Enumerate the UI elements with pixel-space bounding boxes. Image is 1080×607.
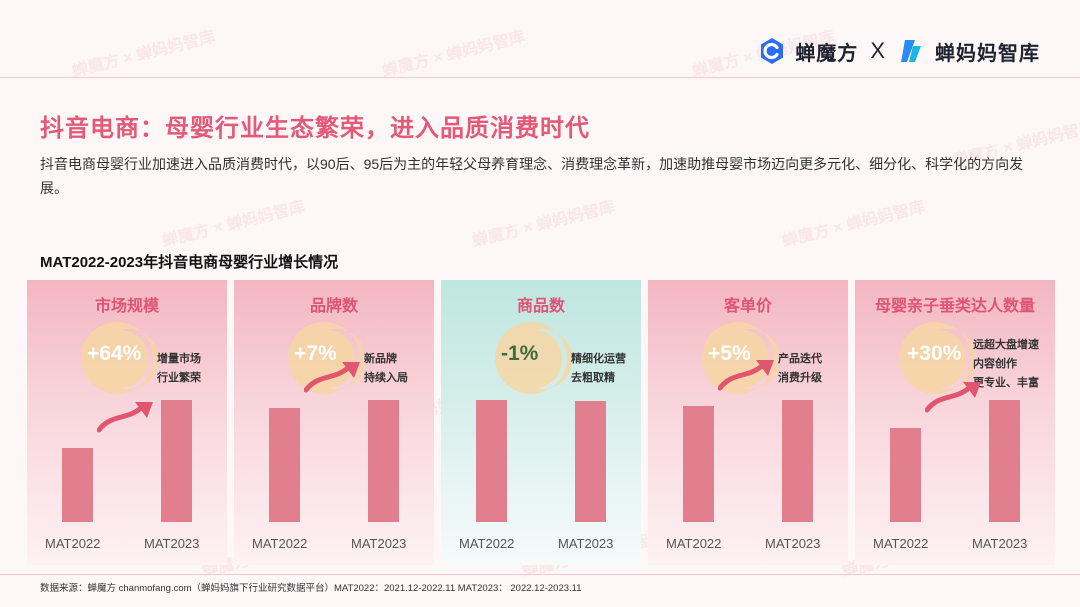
bar-mat2022 <box>476 400 507 522</box>
panel-note-line: 产品迭代 <box>778 353 822 365</box>
bar-mat2023 <box>161 400 192 522</box>
growth-arrow-icon <box>304 362 360 393</box>
x-tick-label: MAT2022 <box>252 536 308 551</box>
growth-arrow-icon <box>718 360 774 391</box>
growth-panel: 商品数 -1% 精细化运营去粗取精 MAT2022 MAT2023 <box>441 280 641 565</box>
panel-title: 商品数 <box>516 298 565 315</box>
growth-panel: 市场规模 +64% 增量市场行业繁荣 MAT2022 MAT2023 <box>27 280 227 565</box>
footer-divider <box>0 574 1080 575</box>
bar-mat2022 <box>890 428 921 522</box>
brand-header: 蝉魔方 X 蝉妈妈智库 <box>757 34 1040 68</box>
section-title: MAT2022-2023年抖音电商母婴行业增长情况 <box>40 254 339 271</box>
x-tick-label: MAT2022 <box>459 536 515 551</box>
page-title: 抖音电商：母婴行业生态繁荣，进入品质消费时代 <box>40 115 590 142</box>
watermark-text: 蝉魔方 × 蝉妈妈智库 <box>70 28 217 81</box>
growth-rate: +7% <box>294 342 337 365</box>
panel-note-line: 去粗取精 <box>571 372 615 384</box>
panel-note: 增量市场 行业繁荣 <box>157 350 201 388</box>
x-tick-label: MAT2023 <box>972 536 1028 551</box>
panel-title: 母婴亲子垂类达人数量 <box>874 298 1035 315</box>
growth-panel: 品牌数 +7% 新品牌持续入局 MAT2022 MAT2023 <box>234 280 434 565</box>
brand-name-left: 蝉魔方 <box>795 42 859 65</box>
crescent-moon-icon <box>81 322 157 394</box>
growth-arrow-icon <box>97 402 153 433</box>
crescent-moon-icon <box>288 322 364 394</box>
bar-mat2023 <box>782 400 813 522</box>
panel-note-line: 更专业、丰富 <box>973 377 1039 389</box>
x-tick-label: MAT2023 <box>144 536 200 551</box>
crescent-moon-icon <box>702 322 778 394</box>
x-tick-label: MAT2023 <box>351 536 407 551</box>
panel-note: 精细化运营 去粗取精 <box>571 350 626 388</box>
panel-note: 产品迭代 消费升级 <box>778 350 822 388</box>
growth-panel: 母婴亲子垂类达人数量 +30% 远超大盘增速 内容创作更专业、丰富 MAT2022 MAT… <box>855 280 1055 565</box>
panel-title: 客单价 <box>723 298 772 315</box>
panel-note-line: 消费升级 <box>778 372 822 384</box>
data-source-note: 数据来源：蝉魔方 chanmofang.com（蝉妈妈旗下行业研究数据平台）MA… <box>40 583 582 594</box>
chanmama-logo-icon <box>897 36 927 66</box>
growth-rate: +64% <box>87 342 142 365</box>
panel-note: 新品牌 持续入局 <box>364 350 408 388</box>
bar-mat2022 <box>62 448 93 522</box>
brand-name-right: 蝉妈妈智库 <box>935 42 1040 65</box>
watermark-text: 蝉魔方 × 蝉妈妈智库 <box>780 198 927 251</box>
bar-mat2023 <box>575 401 606 522</box>
panel-note-line: 新品牌 <box>364 353 397 365</box>
panel-note-line: 内容创作 <box>973 358 1017 370</box>
watermark-text: 蝉魔方 × 蝉妈妈智库 <box>470 198 617 251</box>
panel-note-line: 增量市场 <box>157 353 201 365</box>
panel-title: 市场规模 <box>94 298 159 315</box>
x-tick-label: MAT2022 <box>873 536 929 551</box>
x-tick-label: MAT2023 <box>765 536 821 551</box>
growth-panel: 客单价 +5% 产品迭代消费升级 MAT2022 MAT2023 <box>648 280 848 565</box>
crescent-moon-icon <box>899 322 975 394</box>
intro-paragraph: 抖音电商母婴行业加速进入品质消费时代，以90后、95后为主的年轻父母养育理念、消… <box>40 156 1024 196</box>
growth-rate: -1% <box>501 342 539 365</box>
panel-note: 远超大盘增速 内容创作更专业、丰富 <box>973 336 1039 393</box>
watermark-text: 蝉魔方 × 蝉妈妈智库 <box>160 198 307 251</box>
brand-separator: X <box>870 38 885 63</box>
panel-title: 品牌数 <box>309 298 358 315</box>
x-tick-label: MAT2023 <box>558 536 614 551</box>
bar-mat2022 <box>269 408 300 522</box>
x-tick-label: MAT2022 <box>45 536 101 551</box>
x-tick-label: MAT2022 <box>666 536 722 551</box>
panel-note-line: 精细化运营 <box>571 353 626 365</box>
chanmofang-logo-icon <box>757 36 787 66</box>
crescent-moon-icon <box>495 322 571 394</box>
bar-mat2022 <box>683 406 714 522</box>
growth-arrow-icon <box>925 382 981 413</box>
growth-rate: +5% <box>708 342 751 365</box>
panel-note-line: 远超大盘增速 <box>973 339 1039 351</box>
header-divider <box>0 77 1080 78</box>
panel-note-line: 行业繁荣 <box>157 372 201 384</box>
bar-mat2023 <box>368 400 399 522</box>
growth-rate: +30% <box>907 342 962 365</box>
bar-mat2023 <box>989 400 1020 522</box>
watermark-text: 蝉魔方 × 蝉妈妈智库 <box>380 28 527 81</box>
panel-note-line: 持续入局 <box>364 372 408 384</box>
